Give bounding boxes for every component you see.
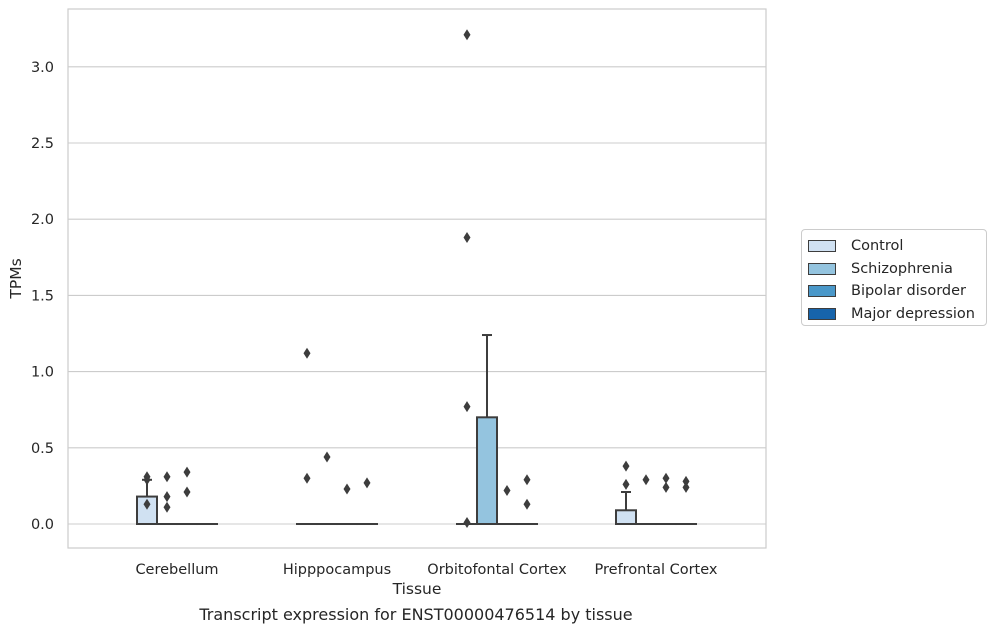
y-tick-label: 3.0 xyxy=(31,60,54,76)
box-major-depression xyxy=(675,475,697,526)
box-control xyxy=(296,347,318,526)
box-schizophrenia xyxy=(476,334,498,526)
legend-item: Bipolar disorder xyxy=(808,280,986,303)
outlier-point xyxy=(163,471,171,483)
outlier-point xyxy=(463,231,471,243)
box-bipolar-disorder xyxy=(655,472,677,526)
legend-swatch xyxy=(808,308,836,321)
legend-item: Control xyxy=(808,235,986,258)
outlier-point xyxy=(143,498,151,510)
outlier-point xyxy=(463,516,471,528)
box-bipolar-disorder xyxy=(496,484,518,526)
outlier-point xyxy=(682,475,690,487)
outlier-point xyxy=(523,498,531,510)
box-bipolar-disorder xyxy=(176,466,198,526)
outlier-point xyxy=(303,347,311,359)
box-major-depression xyxy=(516,474,538,526)
legend-label: Control xyxy=(851,238,904,255)
outlier-point xyxy=(682,481,690,493)
box-bipolar-disorder xyxy=(336,483,358,526)
legend-label: Schizophrenia xyxy=(851,260,953,277)
outlier-point xyxy=(622,478,630,490)
outlier-point xyxy=(523,474,531,486)
x-tick-labels: Cerebellum Hipppocampus Orbitofontal Corte… xyxy=(135,562,717,578)
box-body xyxy=(615,509,637,525)
outlier-point xyxy=(622,460,630,472)
gridlines xyxy=(68,66,766,525)
y-tick-label: 0.5 xyxy=(31,441,54,457)
y-tick-label: 1.5 xyxy=(31,288,54,304)
outlier-point xyxy=(183,486,191,498)
y-tick-labels: 0.0 0.5 1.0 1.5 2.0 2.5 3.0 xyxy=(31,60,54,533)
outlier-point xyxy=(143,471,151,483)
legend: Control Schizophrenia Bipolar disorder Majo… xyxy=(801,229,987,326)
box-body xyxy=(476,416,498,526)
outlier-point xyxy=(163,501,171,513)
legend-item: Major depression xyxy=(808,303,986,326)
x-axis-label: Tissue xyxy=(392,580,442,598)
x-tick-label: Prefrontal Cortex xyxy=(595,562,718,578)
y-tick-label: 0.0 xyxy=(31,517,54,533)
box-control xyxy=(456,29,478,528)
outlier-point xyxy=(463,29,471,41)
box-schizophrenia xyxy=(635,474,657,526)
outlier-point xyxy=(463,401,471,413)
legend-label: Bipolar disorder xyxy=(851,283,966,300)
outlier-point xyxy=(662,472,670,484)
x-tick-label: Cerebellum xyxy=(135,562,218,578)
legend-swatch xyxy=(808,262,836,275)
y-tick-label: 2.0 xyxy=(31,212,54,228)
outlier-point xyxy=(662,481,670,493)
x-tick-label: Hipppocampus xyxy=(283,562,391,578)
outlier-point xyxy=(183,466,191,478)
legend-swatch xyxy=(808,285,836,298)
box-control xyxy=(615,460,637,525)
box-control xyxy=(136,471,158,525)
outlier-point xyxy=(642,474,650,486)
legend-label: Major depression xyxy=(851,306,975,323)
boxes xyxy=(136,29,697,528)
outlier-point xyxy=(503,484,511,496)
y-axis-label: TPMs xyxy=(7,258,25,299)
box-schizophrenia xyxy=(156,471,178,526)
y-tick-label: 2.5 xyxy=(31,136,54,152)
outlier-point xyxy=(343,483,351,495)
chart-caption: Transcript expression for ENST0000047651… xyxy=(199,605,633,624)
legend-swatch xyxy=(808,240,836,253)
box-major-depression xyxy=(356,477,378,526)
y-tick-label: 1.0 xyxy=(31,365,54,381)
x-tick-label: Orbitofontal Cortex xyxy=(427,562,567,578)
outlier-point xyxy=(303,472,311,484)
plot-area-frame xyxy=(67,8,767,549)
box-schizophrenia xyxy=(316,451,338,526)
outlier-point xyxy=(323,451,331,463)
outlier-point xyxy=(163,491,171,503)
outlier-point xyxy=(363,477,371,489)
legend-item: Schizophrenia xyxy=(808,258,986,281)
